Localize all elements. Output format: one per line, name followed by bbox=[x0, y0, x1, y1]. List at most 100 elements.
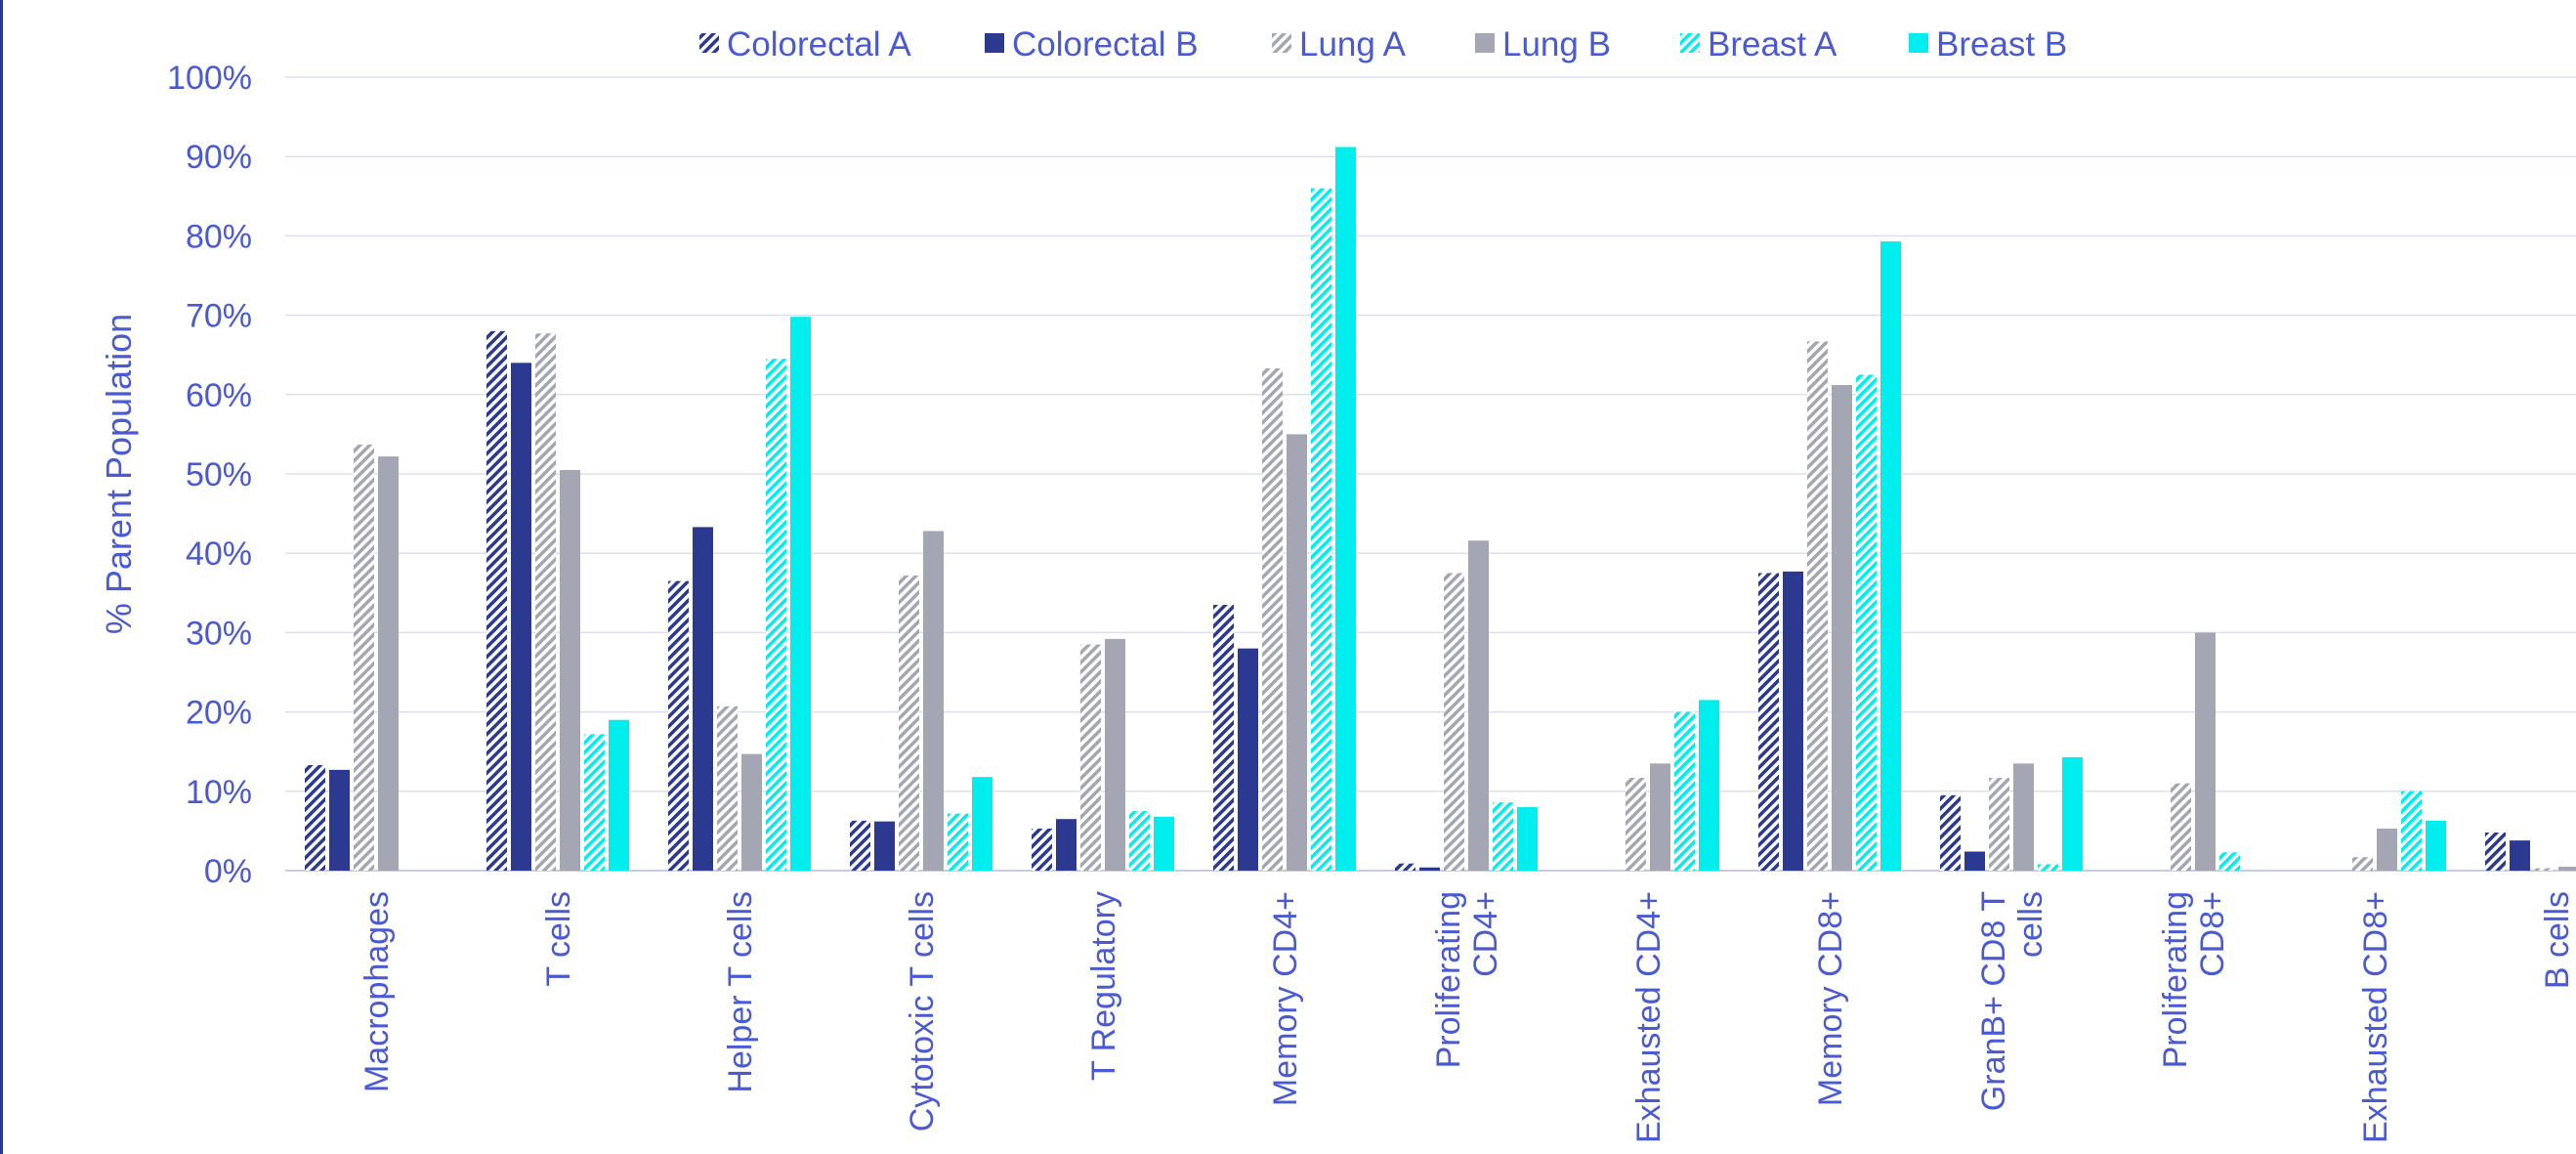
bar-lung-a-b-cells bbox=[2534, 868, 2555, 871]
bar-lung-b-helper-t-cells bbox=[741, 753, 762, 871]
bar-colorectal-b-b-cells bbox=[2510, 840, 2530, 871]
bar-lung-b-b-cells bbox=[2558, 866, 2576, 871]
bar-group-macrophages bbox=[305, 444, 399, 871]
bar-lung-a-exhausted-cd8 bbox=[2352, 857, 2373, 871]
bar-breast-a-granb-cd8-t-cells bbox=[2038, 864, 2058, 871]
bar-group-exhausted-cd4 bbox=[1626, 700, 1719, 871]
bar-colorectal-a-b-cells bbox=[2485, 833, 2506, 871]
x-tick-label-proliferating-cd4: ProliferatingCD4+ bbox=[1430, 891, 1504, 1068]
bar-colorectal-a-granb-cd8-t-cells bbox=[1940, 794, 1961, 871]
bar-lung-b-exhausted-cd8 bbox=[2377, 828, 2397, 871]
bar-colorectal-b-helper-t-cells bbox=[693, 527, 713, 871]
y-tick-label: 100% bbox=[167, 60, 252, 97]
bar-breast-a-proliferating-cd4 bbox=[1493, 802, 1513, 871]
x-tick-label-memory-cd8: Memory CD8+ bbox=[1812, 891, 1849, 1106]
bar-lung-a-memory-cd8 bbox=[1807, 341, 1828, 871]
x-tick-label-t-regulatory: T Regulatory bbox=[1085, 891, 1122, 1081]
legend-label: Colorectal A bbox=[727, 25, 911, 64]
legend-swatch bbox=[985, 33, 1004, 53]
legend-item-colorectal-a: Colorectal A bbox=[699, 25, 911, 64]
bar-lung-b-exhausted-cd4 bbox=[1650, 763, 1670, 871]
bar-colorectal-a-helper-t-cells bbox=[668, 580, 689, 871]
bar-lung-b-granb-cd8-t-cells bbox=[2013, 763, 2034, 871]
y-tick-label: 10% bbox=[186, 774, 252, 811]
x-tick-label-helper-t-cells: Helper T cells bbox=[722, 891, 759, 1093]
legend-item-breast-b: Breast B bbox=[1909, 25, 2067, 64]
bar-breast-b-granb-cd8-t-cells bbox=[2062, 756, 2083, 871]
bar-group-proliferating-cd8 bbox=[2171, 632, 2240, 871]
bar-series-group bbox=[305, 147, 2576, 872]
bar-breast-a-exhausted-cd8 bbox=[2401, 791, 2422, 871]
x-tick-label-granb-cd8-t-cells: GranB+ CD8 Tcells bbox=[1975, 891, 2049, 1111]
bar-breast-b-memory-cd8 bbox=[1880, 241, 1901, 872]
legend-swatch bbox=[1475, 33, 1495, 53]
bar-colorectal-a-t-cells bbox=[486, 330, 507, 872]
bar-colorectal-b-t-cells bbox=[511, 363, 531, 871]
legend-swatch bbox=[1272, 33, 1291, 53]
bar-breast-b-proliferating-cd4 bbox=[1517, 807, 1538, 871]
legend-label: Lung B bbox=[1502, 25, 1611, 64]
x-tick-label-b-cells: B cells bbox=[2539, 891, 2576, 989]
bar-lung-b-memory-cd8 bbox=[1832, 385, 1852, 871]
bar-breast-b-exhausted-cd4 bbox=[1699, 700, 1719, 871]
bar-colorectal-a-macrophages bbox=[305, 765, 325, 871]
bar-group-helper-t-cells bbox=[668, 317, 811, 871]
y-tick-label: 80% bbox=[186, 218, 252, 255]
bar-breast-a-proliferating-cd8 bbox=[2219, 852, 2240, 871]
bar-breast-a-t-regulatory bbox=[1129, 811, 1150, 871]
bar-lung-a-macrophages bbox=[354, 444, 374, 871]
bar-lung-a-granb-cd8-t-cells bbox=[1989, 777, 2009, 871]
legend-item-lung-b: Lung B bbox=[1475, 25, 1611, 64]
bar-group-proliferating-cd4 bbox=[1395, 540, 1538, 871]
y-tick-label: 40% bbox=[186, 535, 252, 573]
bar-lung-b-macrophages bbox=[378, 456, 399, 871]
legend-swatch bbox=[699, 33, 719, 53]
bar-group-b-cells bbox=[2485, 833, 2576, 871]
bar-breast-a-memory-cd4 bbox=[1311, 188, 1331, 871]
bar-breast-a-t-cells bbox=[584, 734, 605, 871]
y-axis-tick-labels: 0% 10% 20% 30% 40% 50% 60% 70% 80% 90% 100% bbox=[167, 60, 252, 890]
bar-group-granb-cd8-t-cells bbox=[1940, 756, 2083, 871]
bar-lung-a-proliferating-cd4 bbox=[1444, 573, 1464, 871]
bar-group-cytotoxic-t-cells bbox=[850, 531, 992, 871]
x-tick-label-macrophages: Macrophages bbox=[359, 891, 396, 1092]
legend-item-breast-a: Breast A bbox=[1680, 25, 1837, 64]
bar-lung-a-cytotoxic-t-cells bbox=[899, 575, 919, 871]
bar-group-t-regulatory bbox=[1032, 638, 1174, 871]
bar-lung-a-exhausted-cd4 bbox=[1626, 777, 1646, 871]
bar-lung-a-memory-cd4 bbox=[1262, 368, 1283, 871]
bar-breast-a-helper-t-cells bbox=[766, 359, 786, 871]
bar-colorectal-b-granb-cd8-t-cells bbox=[1964, 851, 1985, 871]
bar-breast-b-t-regulatory bbox=[1154, 816, 1174, 871]
bar-colorectal-b-t-regulatory bbox=[1056, 819, 1077, 871]
gridlines bbox=[285, 76, 2576, 872]
x-tick-label-exhausted-cd8: Exhausted CD8+ bbox=[2357, 891, 2394, 1143]
x-tick-label-proliferating-cd8: ProliferatingCD8+ bbox=[2157, 891, 2231, 1068]
x-axis-tick-labels: Macrophages T cells Helper T cells Cytotoxi… bbox=[359, 891, 2576, 1143]
bar-breast-a-exhausted-cd4 bbox=[1674, 711, 1695, 871]
bar-colorectal-b-memory-cd4 bbox=[1238, 648, 1258, 871]
bar-colorectal-b-memory-cd8 bbox=[1783, 571, 1803, 871]
bar-colorectal-b-cytotoxic-t-cells bbox=[874, 821, 895, 871]
bar-lung-b-t-cells bbox=[560, 469, 580, 871]
bar-colorectal-a-t-regulatory bbox=[1032, 828, 1052, 871]
legend: Colorectal A Colorectal B Lung A Lung B Brea… bbox=[699, 25, 2067, 64]
bar-lung-a-proliferating-cd8 bbox=[2171, 783, 2191, 871]
legend-swatch bbox=[1909, 33, 1928, 53]
bar-colorectal-a-memory-cd4 bbox=[1213, 604, 1234, 871]
x-tick-label-t-cells: T cells bbox=[540, 891, 577, 987]
x-tick-label-cytotoxic-t-cells: Cytotoxic T cells bbox=[904, 891, 941, 1132]
bar-lung-b-cytotoxic-t-cells bbox=[923, 531, 944, 871]
bar-lung-a-t-cells bbox=[535, 333, 556, 871]
y-tick-label: 90% bbox=[186, 139, 252, 176]
x-tick-label-memory-cd4: Memory CD4+ bbox=[1267, 891, 1304, 1106]
y-tick-label: 50% bbox=[186, 456, 252, 493]
bar-group-memory-cd8 bbox=[1758, 241, 1901, 872]
bar-group-exhausted-cd8 bbox=[2352, 791, 2446, 871]
legend-label: Lung A bbox=[1299, 25, 1407, 64]
y-axis-label: % Parent Population bbox=[99, 314, 139, 634]
x-tick-label-exhausted-cd4: Exhausted CD4+ bbox=[1630, 891, 1668, 1143]
bar-breast-b-t-cells bbox=[609, 719, 629, 871]
bar-lung-a-t-regulatory bbox=[1080, 644, 1101, 871]
bar-breast-a-cytotoxic-t-cells bbox=[948, 813, 968, 871]
